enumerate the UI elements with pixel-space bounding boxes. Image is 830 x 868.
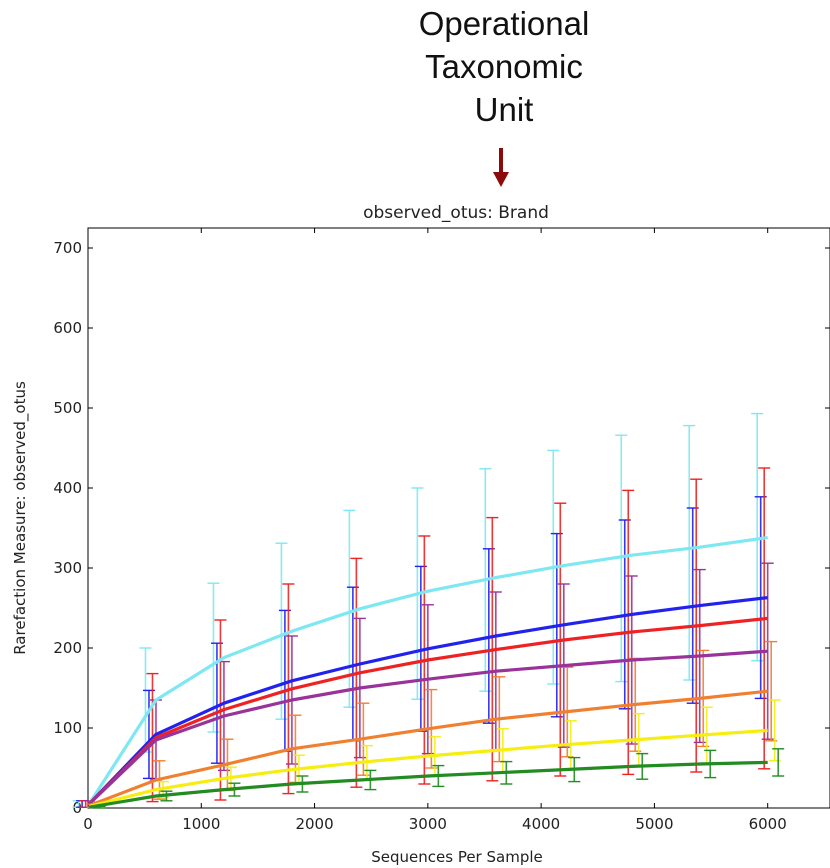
annotation-line-3: Unit (474, 91, 534, 128)
x-tick-label: 2000 (295, 815, 333, 833)
series-2 (76, 496, 767, 808)
plot-frame (87, 227, 830, 809)
y-tick-label: 300 (53, 559, 82, 577)
series-line-5 (88, 689, 768, 808)
x-tick-label: 6000 (749, 815, 787, 833)
y-tick-label: 400 (53, 479, 82, 497)
y-tick-label: 600 (53, 319, 82, 337)
x-tick-label: 0 (83, 815, 93, 833)
x-tick-label: 5000 (635, 815, 673, 833)
otu-annotation: Operational Taxonomic Unit (394, 2, 614, 131)
x-tick-label: 4000 (522, 815, 560, 833)
y-axis-label: Rarefaction Measure: observed_otus (11, 381, 30, 655)
x-tick-label: 3000 (409, 815, 447, 833)
series-line-1 (87, 536, 768, 805)
y-tick-label: 0 (72, 799, 82, 817)
x-axis-label: Sequences Per Sample (371, 848, 543, 866)
annotation-line-2: Taxonomic (425, 48, 583, 85)
chart-title: observed_otus: Brand (363, 203, 549, 223)
series-line-4 (88, 649, 768, 806)
series-layer (72, 412, 785, 809)
y-tick-label: 700 (53, 239, 82, 257)
annotation-arrow (493, 148, 509, 187)
y-tick-label: 200 (53, 639, 82, 657)
y-tick-label: 100 (53, 719, 82, 737)
x-axis: 0 1000 2000 3000 4000 5000 6000 (83, 228, 787, 833)
annotation-line-1: Operational (418, 5, 590, 42)
series-line-7 (88, 760, 768, 809)
y-axis: 0 100 200 300 400 500 600 700 (53, 239, 830, 817)
series-7 (93, 748, 785, 809)
x-tick-label: 1000 (182, 815, 220, 833)
y-tick-label: 500 (53, 399, 82, 417)
series-line-6 (88, 728, 768, 808)
series-4 (83, 562, 774, 808)
series-line-2 (87, 596, 768, 806)
series-line-3 (88, 616, 768, 806)
